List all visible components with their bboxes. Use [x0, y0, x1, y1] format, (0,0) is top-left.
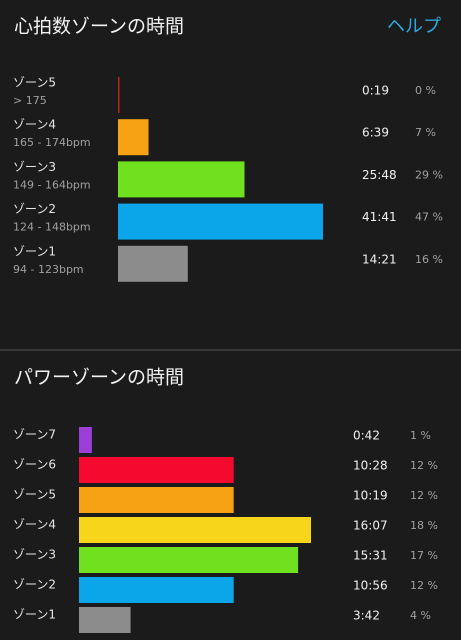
zone-name: ゾーン3: [13, 160, 56, 174]
zone-percent: 16 %: [415, 253, 443, 266]
zone-percent: 7 %: [415, 126, 436, 139]
zone-name: ゾーン3: [13, 548, 56, 562]
bar: [79, 517, 311, 543]
zone-time: 25:48: [362, 168, 397, 182]
bar: [118, 161, 245, 198]
bar: [118, 203, 323, 240]
zone-range: 149 - 164bpm: [13, 178, 91, 191]
help-link[interactable]: ヘルプ: [387, 16, 441, 37]
zone-time: 6:39: [362, 126, 389, 140]
zone-time: 41:41: [362, 210, 397, 224]
bar: [79, 607, 131, 633]
zone-time: 0:42: [353, 429, 380, 443]
zone-time: 15:31: [353, 549, 388, 563]
bar: [118, 119, 149, 156]
zone-time: 10:28: [353, 459, 388, 473]
zone-percent: 18 %: [410, 519, 438, 532]
zone-name: ゾーン1: [13, 244, 56, 258]
zone-name: ゾーン4: [13, 118, 56, 132]
zone-time: 10:56: [353, 579, 388, 593]
zone-range: > 175: [13, 94, 47, 107]
zone-name: ゾーン4: [13, 518, 56, 532]
zone-name: ゾーン1: [13, 608, 56, 622]
bar: [79, 547, 299, 573]
zone-name: ゾーン7: [13, 428, 56, 442]
zone-time: 16:07: [353, 519, 388, 533]
zone-name: ゾーン5: [13, 488, 56, 502]
zone-percent: 47 %: [415, 211, 443, 224]
bar: [118, 245, 188, 282]
bar: [118, 77, 120, 113]
zone-percent: 12 %: [410, 459, 438, 472]
section-title: 心拍数ゾーンの時間: [14, 16, 184, 38]
zone-percent: 12 %: [410, 489, 438, 502]
section-title: パワーゾーンの時間: [14, 367, 184, 389]
zone-percent: 12 %: [410, 579, 438, 592]
zone-name: ゾーン2: [13, 202, 56, 216]
zone-percent: 29 %: [415, 168, 443, 181]
zone-time: 3:42: [353, 609, 380, 623]
zone-name: ゾーン2: [13, 578, 56, 592]
bar: [79, 487, 234, 513]
zone-percent: 0 %: [415, 84, 436, 97]
zone-percent: 1 %: [410, 429, 431, 442]
zone-name: ゾーン5: [13, 76, 56, 90]
zone-range: 124 - 148bpm: [13, 221, 91, 234]
zone-time: 10:19: [353, 489, 388, 503]
zone-time: 14:21: [362, 252, 397, 266]
bar: [79, 577, 234, 603]
zone-range: 94 - 123bpm: [13, 263, 84, 276]
zone-range: 165 - 174bpm: [13, 136, 91, 149]
zone-percent: 17 %: [410, 549, 438, 562]
zone-time: 0:19: [362, 84, 389, 98]
bar: [79, 427, 92, 453]
bar: [79, 457, 234, 483]
zone-percent: 4 %: [410, 609, 431, 622]
zone-name: ゾーン6: [13, 458, 56, 472]
